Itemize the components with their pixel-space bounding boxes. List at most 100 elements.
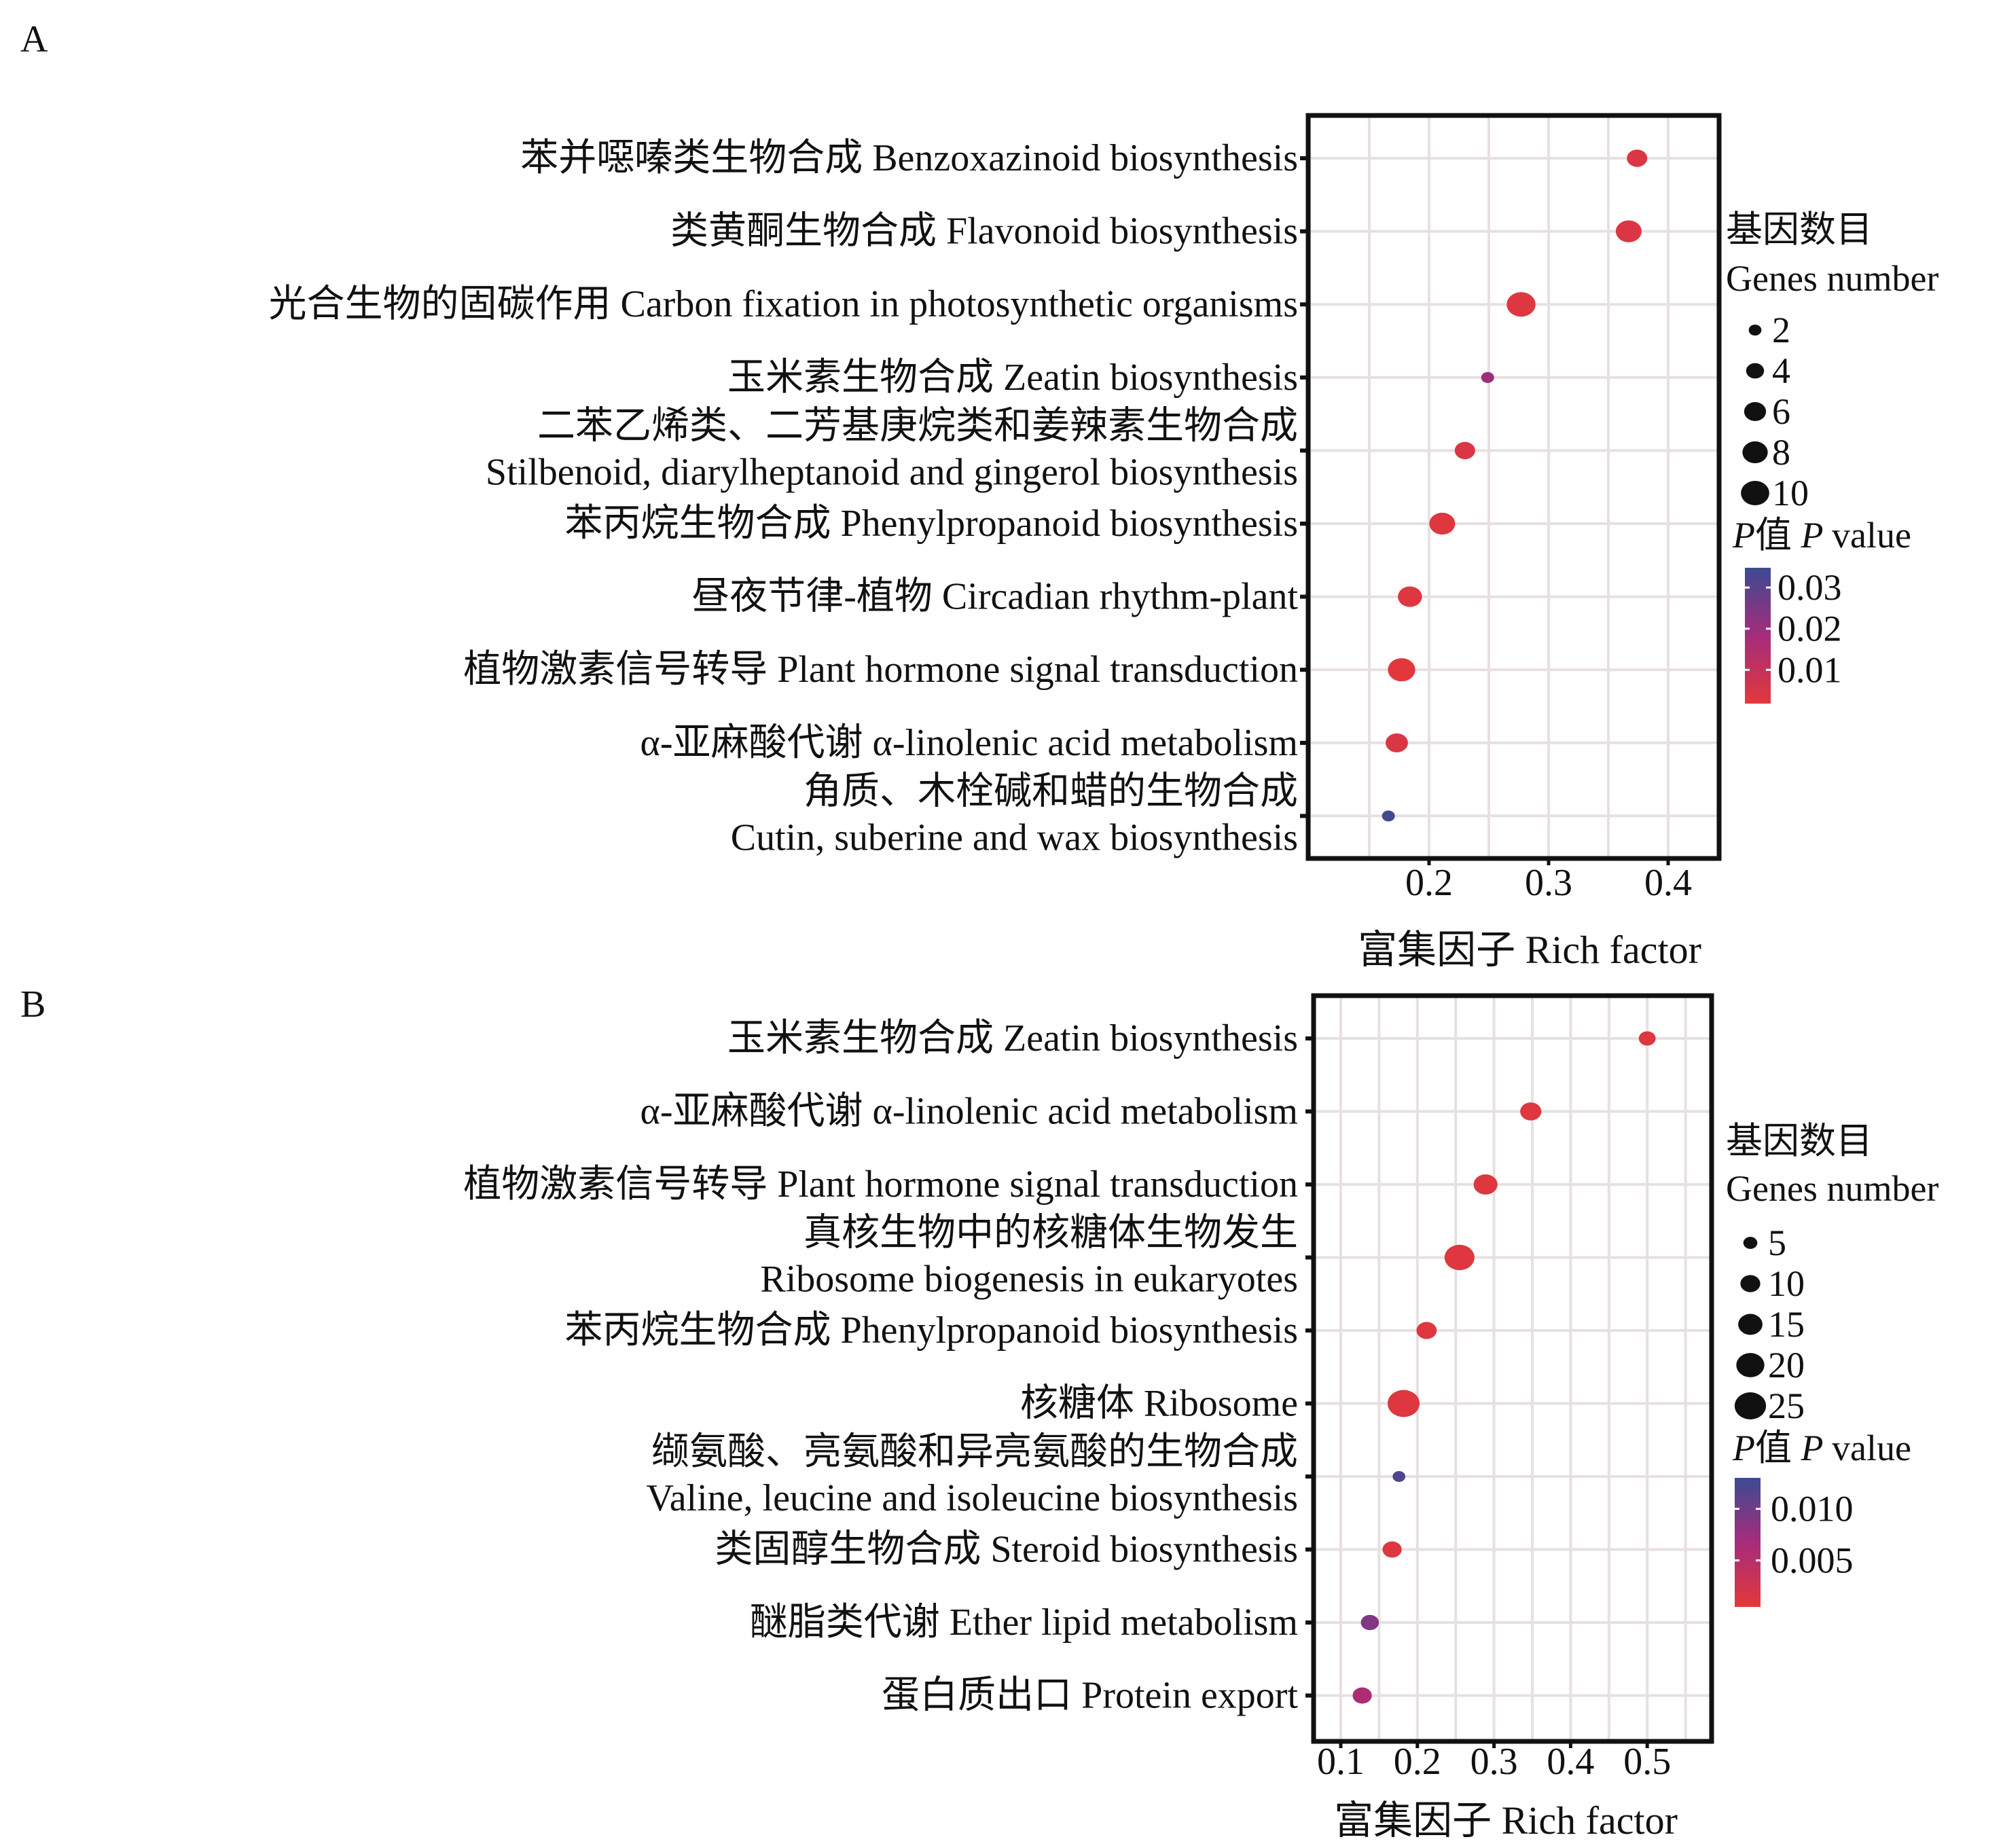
colorbar-label: 0.01 [1778,649,1842,690]
data-point [1444,1244,1475,1271]
data-point [1352,1687,1372,1704]
color-legend-title: P值 P value [1732,515,1911,556]
category-label-zh: 二苯乙烯类、二芳基庚烷类和姜辣素生物合成 [537,405,1298,447]
colorbar-label: 0.005 [1771,1540,1854,1581]
size-legend-dot [1734,1392,1767,1419]
x-tick-label: 0.1 [1317,1741,1365,1783]
x-axis-title: 富集因子 Rich factor [1334,1798,1678,1843]
p-italic: P [1801,515,1833,556]
size-legend-label: 5 [1768,1222,1786,1263]
size-legend-dot [1744,402,1767,421]
colorbar [1735,1478,1761,1607]
p-italic: P [1732,515,1755,556]
size-legend-dot [1746,363,1765,379]
p-italic: P [1732,1428,1755,1468]
size-legend-label: 15 [1768,1304,1805,1345]
data-point [1387,1390,1420,1417]
p-title-zh: 值 [1755,1428,1801,1468]
category-label: 植物激素信号转导 Plant hormone signal transducti… [463,1163,1298,1206]
category-label: 类黄酮生物合成 Flavonoid biosynthesis [670,211,1298,253]
category-label-zh: 真核生物中的核糖体生物发生 [804,1212,1298,1254]
data-point [1454,441,1475,460]
category-label-zh: 角质、木栓碱和蜡的生物合成 [804,770,1298,812]
category-label: 蛋白质出口 Protein export [882,1675,1298,1717]
data-point [1416,1322,1437,1339]
size-legend-label: 10 [1772,473,1809,513]
data-point [1382,810,1395,822]
category-label: 类固醇生物合成 Steroid biosynthesis [715,1529,1298,1571]
category-label-en: Stilbenoid, diarylheptanoid and gingerol… [486,451,1298,493]
size-legend-dot [1743,1237,1758,1249]
data-point [1392,1471,1406,1482]
category-label: α-亚麻酸代谢 α-linolenic acid metabolism [640,1091,1299,1133]
data-point [1429,512,1456,535]
x-tick-label: 0.3 [1470,1741,1518,1783]
data-point [1386,733,1408,753]
size-legend-title-en: Genes number [1726,258,1938,299]
size-legend-dot [1738,1313,1763,1335]
category-label: 玉米素生物合成 Zeatin biosynthesis [727,357,1298,399]
data-point [1473,1174,1498,1195]
p-title-en: value [1832,515,1911,556]
colorbar-label: 0.010 [1771,1489,1854,1529]
size-legend-label: 2 [1772,310,1790,350]
size-legend-title-en: Genes number [1726,1168,1938,1209]
data-point [1398,586,1422,607]
x-tick-label: 0.4 [1547,1741,1594,1783]
size-legend-label: 25 [1768,1385,1805,1426]
size-legend-dot [1748,324,1762,336]
category-label: 昼夜节律-植物 Circadian rhythm-plant [691,576,1298,618]
data-point [1627,149,1648,167]
data-point [1388,658,1415,682]
colorbar-label: 0.03 [1778,567,1842,608]
category-label: 玉米素生物合成 Zeatin biosynthesis [727,1017,1298,1059]
category-label: 植物激素信号转导 Plant hormone signal transducti… [463,649,1298,691]
data-point [1638,1031,1656,1046]
size-legend-title-zh: 基因数目 [1726,1121,1873,1161]
panel-label-a: A [20,18,48,60]
size-legend-dot [1741,480,1769,506]
x-tick-label: 0.2 [1405,862,1453,904]
data-point [1506,292,1536,317]
data-point [1481,372,1494,383]
panel-label-b: B [20,983,46,1026]
category-label-zh: 缬氨酸、亮氨酸和异亮氨酸的生物合成 [651,1431,1298,1473]
data-point [1360,1614,1379,1631]
data-point [1520,1102,1542,1121]
colorbar [1745,568,1771,704]
colorbar-label: 0.02 [1778,609,1842,649]
category-label-en: Cutin, suberine and wax biosynthesis [731,816,1298,858]
x-tick-label: 0.4 [1644,862,1692,904]
size-legend-dot [1736,1353,1765,1377]
x-axis-title: 富集因子 Rich factor [1358,928,1701,972]
size-legend-label: 4 [1772,350,1790,391]
size-legend-label: 6 [1772,391,1790,432]
category-label: 苯并噁嗪类生物合成 Benzoxazinoid biosynthesis [520,137,1298,179]
plot-frame [1311,993,1714,1744]
size-legend-title-zh: 基因数目 [1726,209,1873,250]
plot-frame [1305,113,1722,861]
size-legend-label: 10 [1768,1263,1805,1304]
data-point [1615,220,1642,242]
p-italic: P [1801,1428,1833,1468]
category-label: 醚脂类代谢 Ether lipid metabolism [750,1601,1298,1644]
panel-b-chart: 玉米素生物合成 Zeatin biosynthesis α-亚麻酸代谢 α-lin… [463,993,1938,1843]
x-tick-label: 0.5 [1623,1741,1671,1783]
size-legend-dot [1742,441,1768,464]
category-label: α-亚麻酸代谢 α-linolenic acid metabolism [640,722,1299,764]
category-label: 苯丙烷生物合成 Phenylpropanoid biosynthesis [564,503,1298,545]
x-tick-label: 0.2 [1394,1741,1441,1783]
category-label: 光合生物的固碳作用 Carbon fixation in photosynthe… [268,283,1298,325]
category-label: 核糖体 Ribosome [1020,1383,1298,1425]
x-tick-label: 0.3 [1525,862,1572,904]
category-label-en: Valine, leucine and isoleucine biosynthe… [646,1477,1298,1519]
size-legend-dot [1740,1275,1761,1292]
size-legend-label: 8 [1772,432,1790,473]
panel-a-chart: 苯并噁嗪类生物合成 Benzoxazinoid biosynthesis 类黄酮生… [268,113,1938,972]
size-legend-label: 20 [1768,1345,1805,1385]
color-legend-title: P值 P value [1732,1428,1911,1468]
category-label-en: Ribosome biogenesis in eukaryotes [760,1258,1298,1301]
p-title-zh: 值 [1755,515,1801,556]
p-title-en: value [1832,1428,1911,1468]
